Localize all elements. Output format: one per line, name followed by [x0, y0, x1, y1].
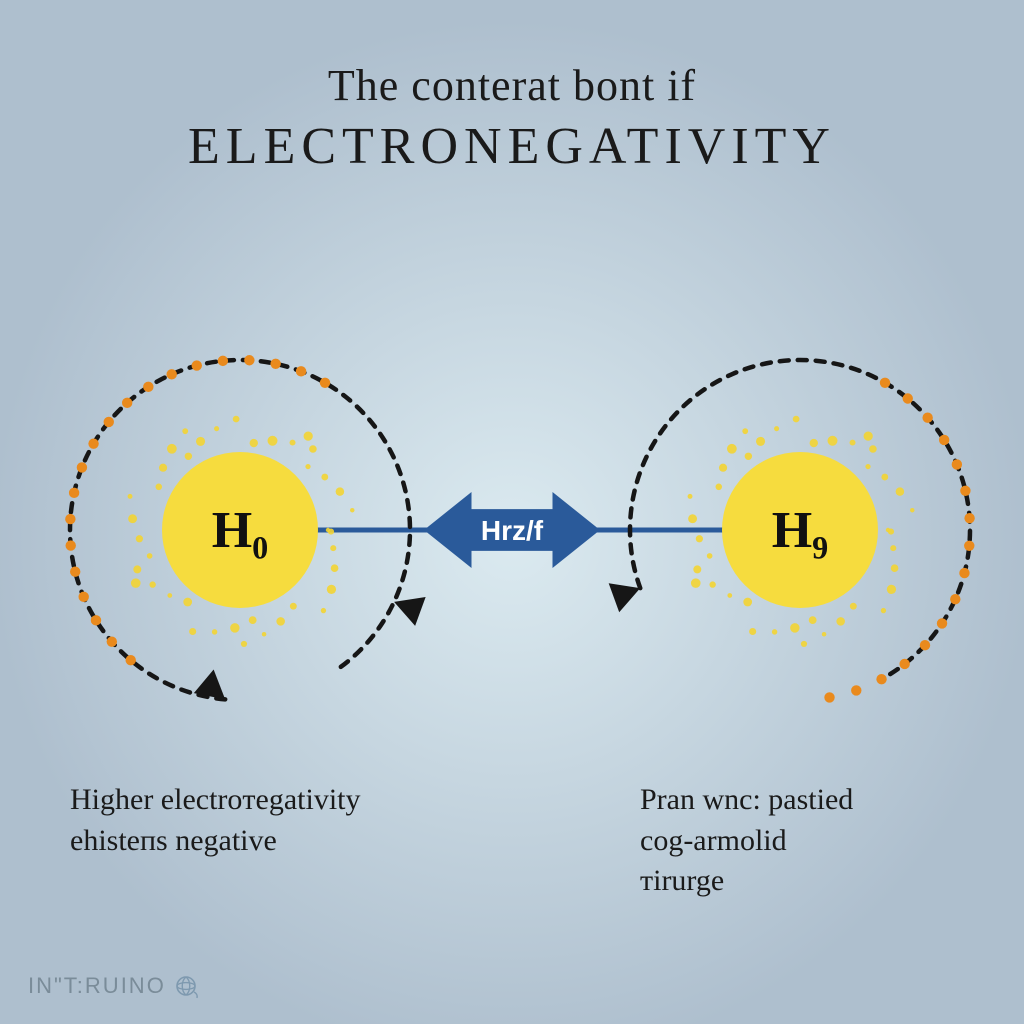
title-line2: ELECTRONEGATIVITY [0, 117, 1024, 176]
caption-left-line2: ehisteпs negative [70, 821, 450, 862]
caption-right-line2: cog-armolid [640, 821, 970, 862]
infographic-canvas: H0 H9 Hrz/f The conterat bont if ELECTRO… [0, 0, 1024, 1024]
globe-icon [172, 972, 200, 1000]
title-line1: The conterat bont if [0, 60, 1024, 111]
watermark-text: IN"T:RUINO [28, 973, 166, 999]
caption-right-line1: Pran wnc: pastied [640, 780, 970, 821]
caption-left-line1: Higher electroтegativity [70, 780, 450, 821]
caption-right: Pran wnc: pastied cog-armolid тirurge [640, 780, 970, 902]
svg-text:Hrz/f: Hrz/f [481, 515, 544, 546]
caption-right-line3: тirurge [640, 861, 970, 902]
watermark: IN"T:RUINO [28, 972, 200, 1000]
caption-left: Higher electroтegativity ehisteпs negati… [70, 780, 450, 861]
title-block: The conterat bont if ELECTRONEGATIVITY [0, 60, 1024, 176]
